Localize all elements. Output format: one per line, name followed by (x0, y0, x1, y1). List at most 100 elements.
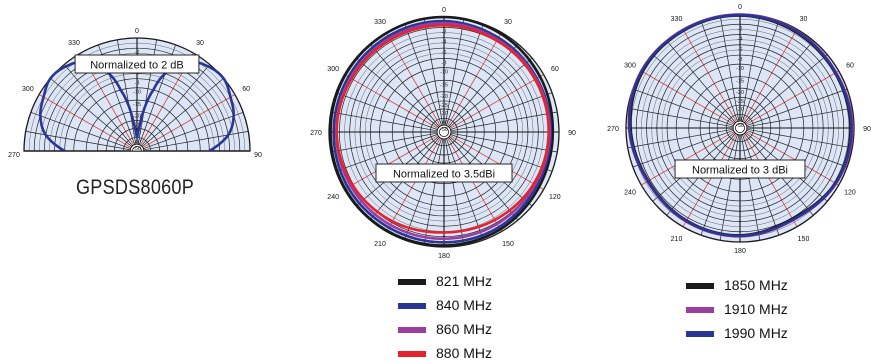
grid-spoke (330, 132, 438, 153)
grid-spoke (344, 135, 439, 190)
radial-tick-label: -40 (133, 139, 141, 145)
legend-label: 860 MHz (436, 321, 493, 337)
angle-tick-label: 90 (254, 152, 262, 159)
angle-tick-label: 240 (624, 190, 636, 197)
radial-tick-label: -20 (440, 94, 448, 100)
angle-tick-label: 120 (844, 190, 856, 197)
grid-spoke (335, 134, 438, 172)
grid-spoke (449, 57, 533, 128)
center-hub (132, 146, 142, 152)
angle-tick-label: 150 (798, 236, 810, 243)
angle-tick-label: 330 (68, 40, 80, 47)
radial-tick-label: -20 (133, 113, 141, 119)
center-hub (438, 127, 449, 138)
grid-spoke (369, 43, 440, 127)
annotation-text: Normalized to 2 dB (90, 60, 184, 72)
radial-tick-label: -4 (738, 37, 743, 43)
grid-spoke (627, 128, 734, 149)
grid-spoke (30, 112, 131, 150)
radial-tick-label: -6 (135, 71, 140, 77)
grid-spoke (449, 135, 544, 190)
radial-tick-label: -25 (440, 103, 448, 109)
legend-swatch (686, 283, 714, 289)
angle-tick-label: 30 (504, 19, 512, 26)
legend-swatch (398, 327, 426, 333)
series-1990-mhz (628, 13, 853, 238)
grid-spoke (740, 134, 761, 241)
grid-spoke (743, 133, 798, 227)
angle-tick-label: 60 (846, 63, 854, 70)
angle-tick-label: 270 (8, 152, 20, 159)
grid-spoke (746, 107, 853, 128)
radial-tick-label: -50 (736, 123, 744, 129)
grid-spoke (746, 130, 848, 168)
grid-spoke (404, 138, 442, 241)
grid-spoke (719, 134, 740, 241)
grid-spoke (641, 70, 735, 125)
grid-spoke (444, 18, 465, 126)
radial-tick-label: -6 (738, 47, 743, 53)
grid-spoke (143, 112, 244, 150)
grid-spoke (742, 20, 780, 122)
legend-label: 1850 MHz (724, 277, 788, 293)
grid-spoke (423, 18, 444, 126)
angle-tick-label: 150 (502, 241, 514, 248)
grid-spoke (64, 64, 133, 147)
polar-chart-3: -2 -4 -6 -8 -10 -15 -20 -25 -30 -40-50 0 30 60 90 120 1… (607, 4, 871, 255)
grid-spoke (745, 131, 839, 186)
radial-tick-label: -15 (133, 102, 141, 108)
angle-tick-label: 240 (327, 194, 339, 201)
angle-tick-label: 60 (551, 66, 559, 73)
legend-label: 880 MHz (436, 345, 493, 361)
series-880-mhz (335, 23, 550, 234)
radial-tick-label: -4 (442, 40, 447, 46)
grid-spoke (447, 137, 502, 232)
angle-tick-label: 300 (327, 66, 339, 73)
grid-spoke (744, 40, 814, 123)
grid-spoke (745, 70, 839, 125)
grid-spoke (142, 94, 236, 148)
grid-spoke (652, 54, 735, 124)
angle-tick-label: 120 (549, 194, 561, 201)
grid-spoke (450, 111, 558, 132)
grid-spoke (627, 107, 734, 128)
annotation-text: Normalized to 3 dBi (692, 165, 788, 177)
angle-tick-label: 180 (734, 248, 746, 255)
radial-tick-label: -40 (440, 120, 448, 126)
grid-spoke (335, 92, 438, 130)
radial-tick-label: -50 (133, 146, 141, 152)
radial-tick-label: -40 (736, 116, 744, 122)
radial-tick-label: -2 (135, 50, 140, 56)
center-hub (735, 123, 745, 133)
angle-tick-label: 0 (442, 7, 446, 14)
legend-label: 840 MHz (436, 297, 493, 313)
radial-tick-label: -2 (738, 26, 743, 32)
grid-spoke (404, 23, 442, 126)
radial-tick-label: -15 (440, 82, 448, 88)
grid-spoke (50, 78, 133, 147)
angle-tick-label: 180 (438, 253, 450, 260)
legend-label: 1910 MHz (724, 301, 788, 317)
radial-tick-label: -8 (135, 81, 140, 87)
grid-spoke (447, 32, 502, 127)
angle-tick-label: 330 (374, 19, 386, 26)
annotation-box (674, 159, 806, 179)
angle-tick-label: 0 (738, 4, 742, 11)
grid-spoke (450, 132, 558, 153)
radial-tick-label: -20 (736, 90, 744, 96)
legend-swatch (398, 303, 426, 309)
radial-tick-label: -25 (133, 122, 141, 128)
legend-label: 821 MHz (436, 273, 493, 289)
radial-tick-label: -30 (736, 107, 744, 113)
angle-tick-label: 210 (374, 241, 386, 248)
grid-spoke (632, 88, 734, 126)
legend-swatch (686, 307, 714, 313)
annotation-box (375, 163, 513, 183)
series-821-mhz (329, 15, 555, 247)
legend-swatch (398, 351, 426, 357)
angle-tick-label: 270 (607, 126, 619, 133)
angle-tick-label: 0 (135, 28, 139, 35)
radial-tick-label: -50 (440, 127, 448, 133)
grid-spoke (745, 54, 828, 124)
